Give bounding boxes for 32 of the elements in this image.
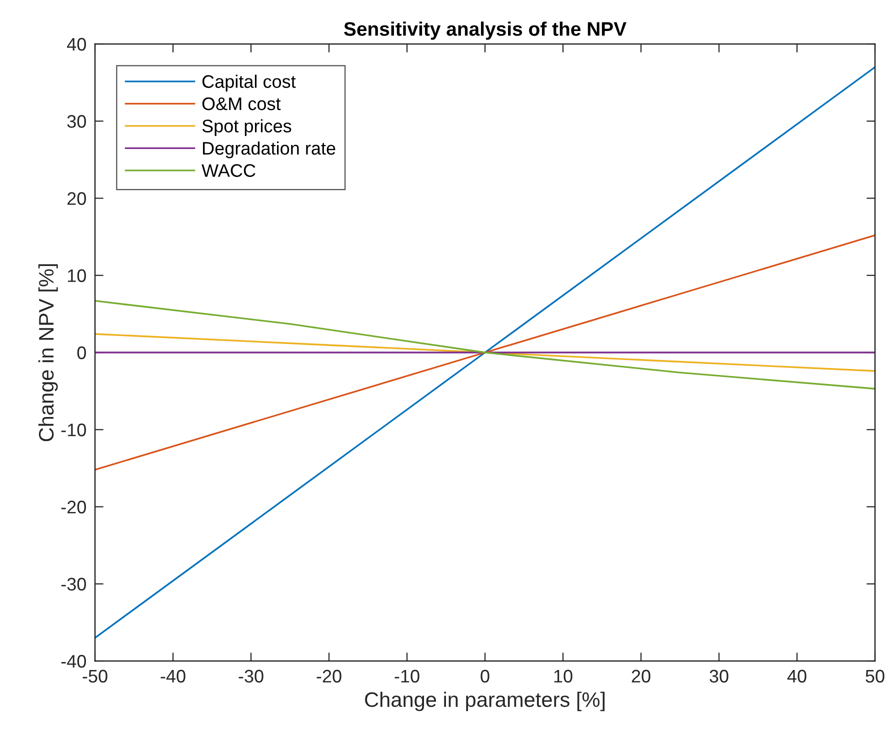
- y-tick-label: -40: [61, 654, 86, 668]
- x-tick-label: -30: [238, 670, 264, 683]
- x-tick-label: 0: [480, 670, 490, 683]
- x-tick-label: 50: [866, 670, 884, 683]
- y-tick-label: -20: [61, 500, 86, 514]
- y-tick-label: -10: [61, 424, 86, 436]
- x-tick-label: 10: [554, 670, 572, 683]
- chart-title: Sensitivity analysis of the NPV: [344, 22, 626, 40]
- x-tick-label: -10: [394, 670, 420, 683]
- y-tick-label: 10: [68, 269, 86, 282]
- x-tick-label: -50: [82, 670, 108, 683]
- y-tick-label: 0: [77, 346, 86, 360]
- y-axis-title: Change in NPV [%]: [38, 264, 58, 442]
- x-tick-label: -20: [316, 670, 342, 683]
- y-tick-label: 40: [67, 38, 86, 51]
- x-tick-label: 30: [710, 670, 728, 683]
- line-series: [95, 234, 875, 471]
- x-tick-label: -40: [160, 670, 186, 683]
- legend-label: Capital cost: [202, 74, 296, 92]
- legend-label: Spot prices: [202, 119, 292, 136]
- x-tick-label: 20: [632, 670, 650, 683]
- y-tick-label: 20: [67, 192, 86, 205]
- x-axis-title: Change in parameters [%]: [365, 692, 605, 712]
- line-series: [95, 333, 875, 372]
- y-tick-label: -30: [61, 578, 86, 591]
- x-tick-label: 40: [787, 670, 806, 683]
- legend-label: WACC: [202, 164, 256, 177]
- y-tick-label: 30: [67, 115, 86, 128]
- line-series: [95, 66, 875, 639]
- line-series: [95, 300, 875, 390]
- legend-label: O&M cost: [202, 97, 281, 110]
- legend-label: Degradation rate: [203, 141, 336, 158]
